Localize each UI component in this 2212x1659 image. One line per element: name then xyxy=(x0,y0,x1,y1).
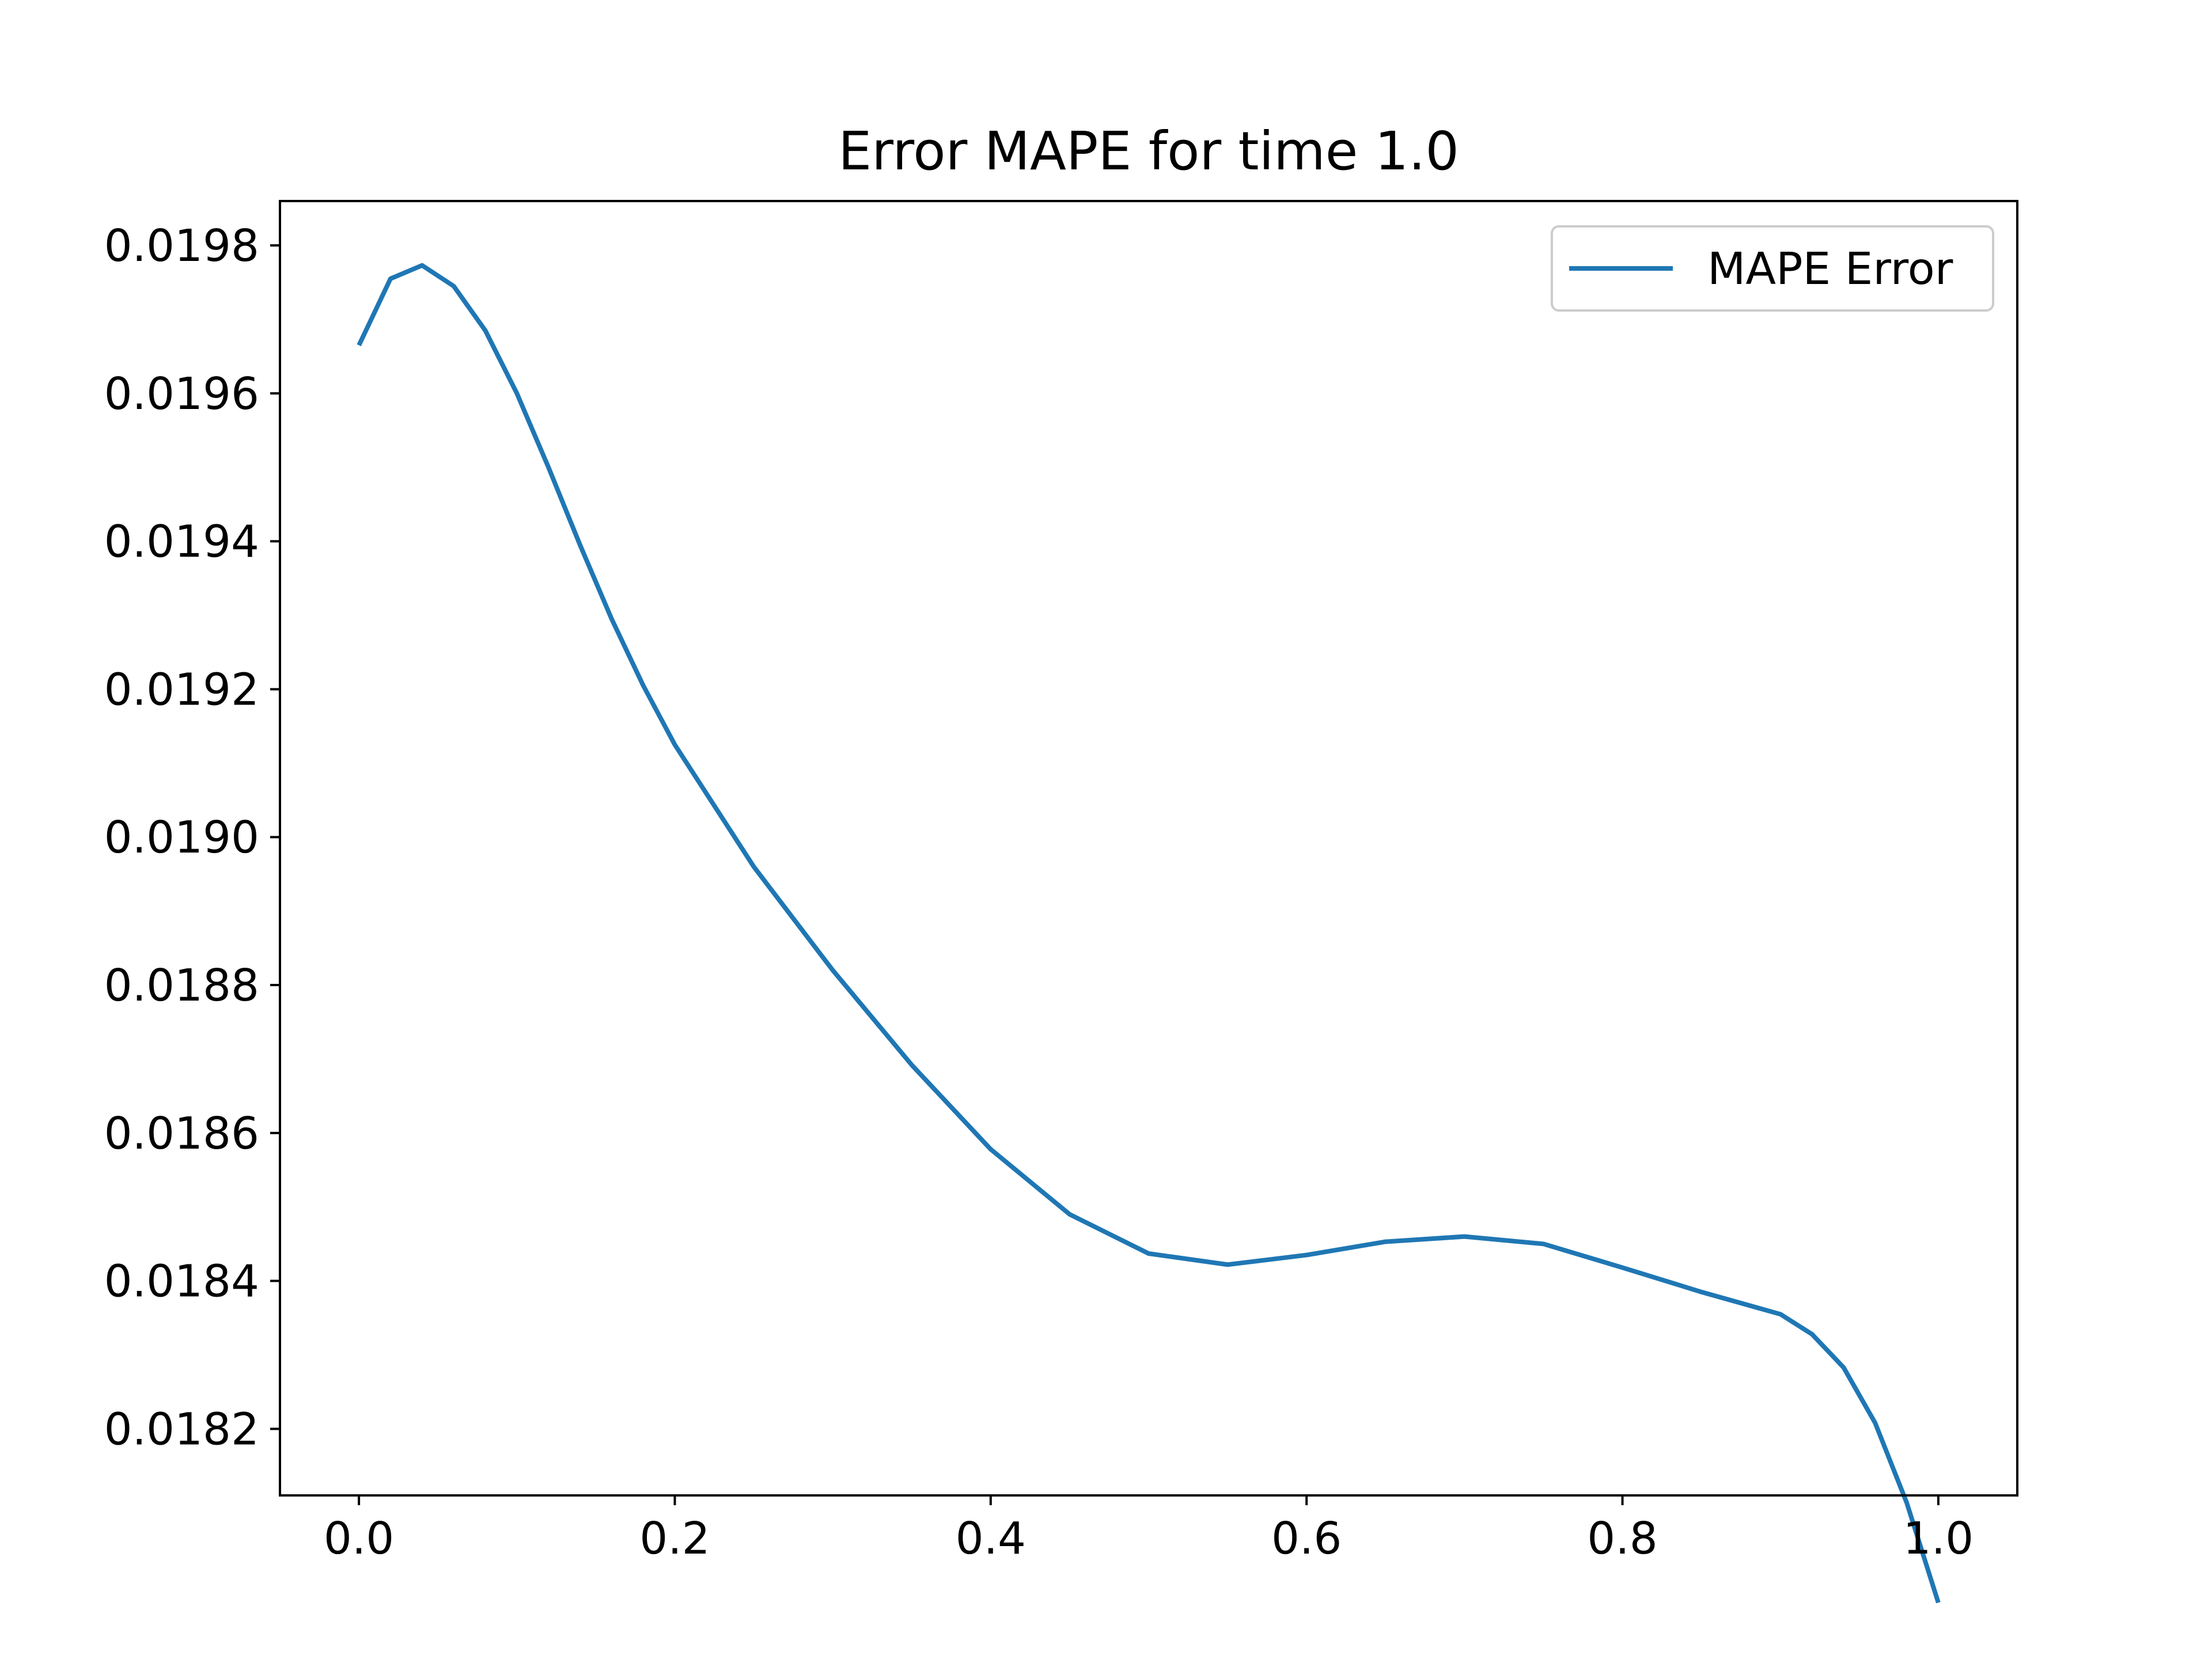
y-tick-label: 0.0196 xyxy=(104,369,259,420)
y-tick-label: 0.0198 xyxy=(104,221,259,272)
x-tick-label: 0.8 xyxy=(1587,1513,1657,1565)
series-layer xyxy=(357,263,1941,1604)
x-tick-label: 1.0 xyxy=(1903,1513,1974,1565)
axes-frame xyxy=(279,200,2018,1497)
y-tick-label: 0.0192 xyxy=(104,664,259,715)
series-line-0 xyxy=(357,263,1941,1604)
x-tick-label: 0.0 xyxy=(324,1513,394,1565)
y-tick-label: 0.0184 xyxy=(104,1256,259,1308)
x-tick-label: 0.4 xyxy=(956,1513,1026,1565)
x-tick-label: 0.2 xyxy=(639,1513,710,1565)
legend: MAPE Error xyxy=(1551,225,1994,312)
axis-layer: 0.0 0.2 0.4 0.6 0.8 1.0 0.0182 0.0184 0.0186 0.01… xyxy=(104,200,2018,1565)
chart-title: Error MAPE for time 1.0 xyxy=(838,120,1459,182)
y-tick-label: 0.0188 xyxy=(104,960,259,1012)
y-tick-label: 0.0182 xyxy=(104,1404,259,1455)
x-tick-label: 0.6 xyxy=(1271,1513,1342,1565)
y-tick-label: 0.0190 xyxy=(104,812,259,863)
plot-background xyxy=(280,201,2017,1495)
y-tick-label: 0.0194 xyxy=(104,517,259,568)
legend-label: MAPE Error xyxy=(1707,244,1953,295)
legend-box xyxy=(1551,225,1994,312)
y-tick-label: 0.0186 xyxy=(104,1108,259,1160)
plot-area xyxy=(280,201,2017,1495)
